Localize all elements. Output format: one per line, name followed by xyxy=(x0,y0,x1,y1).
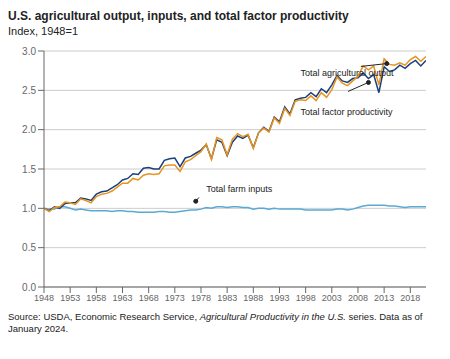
html-text:U.S. agricultural output, inpu: U.S. agricultural output, inputs, and to… xyxy=(8,9,349,23)
svg-text:Total farm inputs: Total farm inputs xyxy=(206,184,273,194)
svg-text:0.0: 0.0 xyxy=(22,282,36,293)
svg-text:1998: 1998 xyxy=(296,293,316,303)
svg-text:2.0: 2.0 xyxy=(22,124,36,135)
svg-text:1948: 1948 xyxy=(34,293,54,303)
svg-text:2018: 2018 xyxy=(400,293,420,303)
svg-text:1963: 1963 xyxy=(112,293,132,303)
svg-text:2003: 2003 xyxy=(322,293,342,303)
svg-text:Total agricultural output: Total agricultural output xyxy=(300,68,394,78)
svg-text:1958: 1958 xyxy=(86,293,106,303)
svg-text:3.0: 3.0 xyxy=(22,46,36,57)
svg-text:1968: 1968 xyxy=(139,293,159,303)
svg-text:1983: 1983 xyxy=(217,293,237,303)
html-text:Source: USDA, Economic Researc: Source: USDA, Economic Research Service,… xyxy=(8,311,423,334)
svg-text:1.5: 1.5 xyxy=(22,164,36,175)
svg-text:1973: 1973 xyxy=(165,293,185,303)
svg-text:1988: 1988 xyxy=(243,293,263,303)
svg-text:1.0: 1.0 xyxy=(22,203,36,214)
svg-text:1993: 1993 xyxy=(269,293,289,303)
svg-text:2.5: 2.5 xyxy=(22,85,36,96)
svg-text:0.5: 0.5 xyxy=(22,242,36,253)
svg-text:2008: 2008 xyxy=(348,293,368,303)
html-text:Index, 1948=1: Index, 1948=1 xyxy=(8,25,78,37)
svg-text:Total factor productivity: Total factor productivity xyxy=(300,107,393,117)
svg-text:2013: 2013 xyxy=(374,293,394,303)
svg-text:1953: 1953 xyxy=(60,293,80,303)
svg-text:1978: 1978 xyxy=(191,293,211,303)
